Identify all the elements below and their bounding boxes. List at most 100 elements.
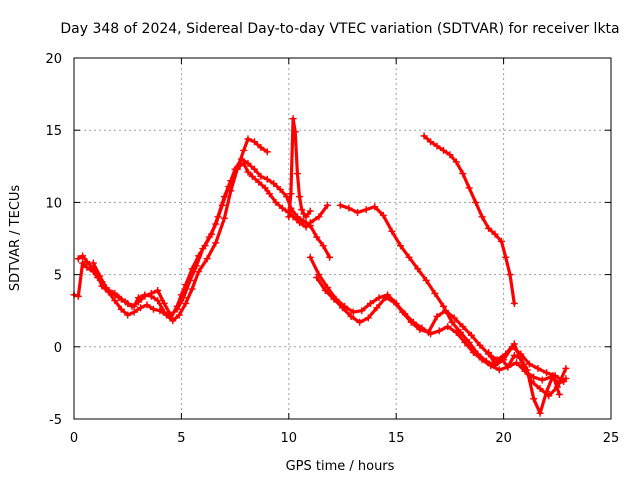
data-point-marker bbox=[375, 294, 383, 302]
data-point-marker bbox=[117, 305, 125, 313]
data-point-marker bbox=[543, 388, 551, 396]
series-line bbox=[487, 351, 562, 415]
data-point-marker bbox=[96, 272, 104, 280]
data-point-marker bbox=[89, 259, 97, 267]
data-point-marker bbox=[439, 302, 447, 310]
data-point-marker bbox=[130, 308, 138, 316]
data-point-marker bbox=[212, 220, 220, 228]
data-point-marker bbox=[122, 298, 130, 306]
data-point-marker bbox=[420, 132, 428, 140]
series-track-8 bbox=[485, 349, 563, 417]
data-point-marker bbox=[534, 364, 542, 372]
data-point-marker bbox=[186, 276, 194, 284]
data-point-marker bbox=[296, 193, 304, 201]
data-point-marker bbox=[306, 253, 314, 261]
y-tick-label: 20 bbox=[45, 52, 62, 67]
data-point-marker bbox=[298, 206, 306, 214]
data-point-marker bbox=[562, 364, 570, 372]
data-point-marker bbox=[180, 294, 188, 302]
data-point-marker bbox=[452, 158, 460, 166]
data-point-marker bbox=[336, 201, 344, 209]
data-point-marker bbox=[231, 165, 239, 173]
x-tick-label: 20 bbox=[495, 431, 512, 446]
data-point-marker bbox=[356, 318, 364, 326]
data-point-marker bbox=[248, 172, 256, 180]
data-point-marker bbox=[263, 175, 271, 183]
data-point-marker bbox=[203, 255, 211, 263]
data-point-marker bbox=[283, 193, 291, 201]
data-point-marker bbox=[276, 185, 284, 193]
data-point-marker bbox=[115, 294, 123, 302]
data-point-marker bbox=[510, 299, 518, 307]
data-point-marker bbox=[354, 209, 362, 217]
data-point-marker bbox=[465, 184, 473, 192]
data-point-marker bbox=[306, 207, 314, 215]
series-line bbox=[287, 116, 312, 219]
x-tick-label: 15 bbox=[388, 431, 405, 446]
data-point-marker bbox=[485, 349, 493, 357]
data-point-marker bbox=[128, 302, 136, 310]
y-tick-label: 5 bbox=[54, 269, 62, 284]
data-point-marker bbox=[427, 138, 435, 146]
data-point-marker bbox=[388, 227, 396, 235]
data-point-marker bbox=[300, 217, 308, 225]
y-axis-label: SDTVAR / TECUs bbox=[8, 185, 23, 292]
data-point-marker bbox=[508, 343, 516, 351]
data-point-marker bbox=[435, 327, 443, 335]
series-spike bbox=[285, 115, 314, 221]
data-point-marker bbox=[330, 295, 338, 303]
data-point-marker bbox=[362, 206, 370, 214]
data-point-marker bbox=[478, 213, 486, 221]
data-point-marker bbox=[306, 222, 314, 230]
y-tick-label: 0 bbox=[54, 341, 62, 356]
data-point-marker bbox=[149, 305, 157, 313]
data-point-marker bbox=[510, 351, 518, 359]
data-point-marker bbox=[538, 376, 546, 384]
data-point-marker bbox=[167, 311, 175, 319]
data-point-marker bbox=[450, 314, 458, 322]
data-point-marker bbox=[321, 286, 329, 294]
data-point-marker bbox=[476, 341, 484, 349]
data-point-marker bbox=[225, 183, 233, 191]
data-point-marker bbox=[173, 305, 181, 313]
data-point-marker bbox=[459, 323, 467, 331]
data-point-marker bbox=[270, 180, 278, 188]
data-point-marker bbox=[195, 268, 203, 276]
data-point-marker bbox=[250, 165, 258, 173]
data-point-marker bbox=[497, 354, 505, 362]
data-point-marker bbox=[416, 325, 424, 333]
data-point-marker bbox=[154, 297, 162, 305]
data-point-marker bbox=[491, 360, 499, 368]
y-tick-label: 10 bbox=[45, 196, 62, 211]
data-point-marker bbox=[169, 317, 177, 325]
data-point-marker bbox=[238, 155, 246, 163]
x-tick-label: 5 bbox=[177, 431, 185, 446]
data-point-marker bbox=[220, 214, 228, 222]
data-point-marker bbox=[205, 233, 213, 241]
data-point-marker bbox=[79, 252, 87, 260]
data-point-marker bbox=[141, 292, 149, 300]
y-tick-label: -5 bbox=[49, 413, 62, 428]
data-point-marker bbox=[517, 354, 525, 362]
data-point-marker bbox=[379, 211, 387, 219]
data-point-marker bbox=[560, 377, 568, 385]
data-point-marker bbox=[366, 299, 374, 307]
data-point-marker bbox=[244, 159, 252, 167]
data-point-marker bbox=[536, 409, 544, 417]
data-point-marker bbox=[293, 213, 301, 221]
data-point-marker bbox=[371, 203, 379, 211]
data-point-marker bbox=[212, 239, 220, 247]
series-line bbox=[315, 275, 568, 398]
x-axis-label: GPS time / hours bbox=[286, 459, 395, 474]
data-point-marker bbox=[74, 292, 82, 300]
data-point-marker bbox=[349, 308, 357, 316]
data-point-marker bbox=[218, 201, 226, 209]
data-point-marker bbox=[147, 289, 155, 297]
data-point-marker bbox=[137, 304, 145, 312]
data-point-marker bbox=[261, 184, 269, 192]
data-point-marker bbox=[102, 284, 110, 292]
series-line bbox=[338, 203, 566, 384]
data-point-marker bbox=[482, 357, 490, 365]
data-point-marker bbox=[244, 168, 252, 176]
series-line bbox=[76, 137, 269, 323]
